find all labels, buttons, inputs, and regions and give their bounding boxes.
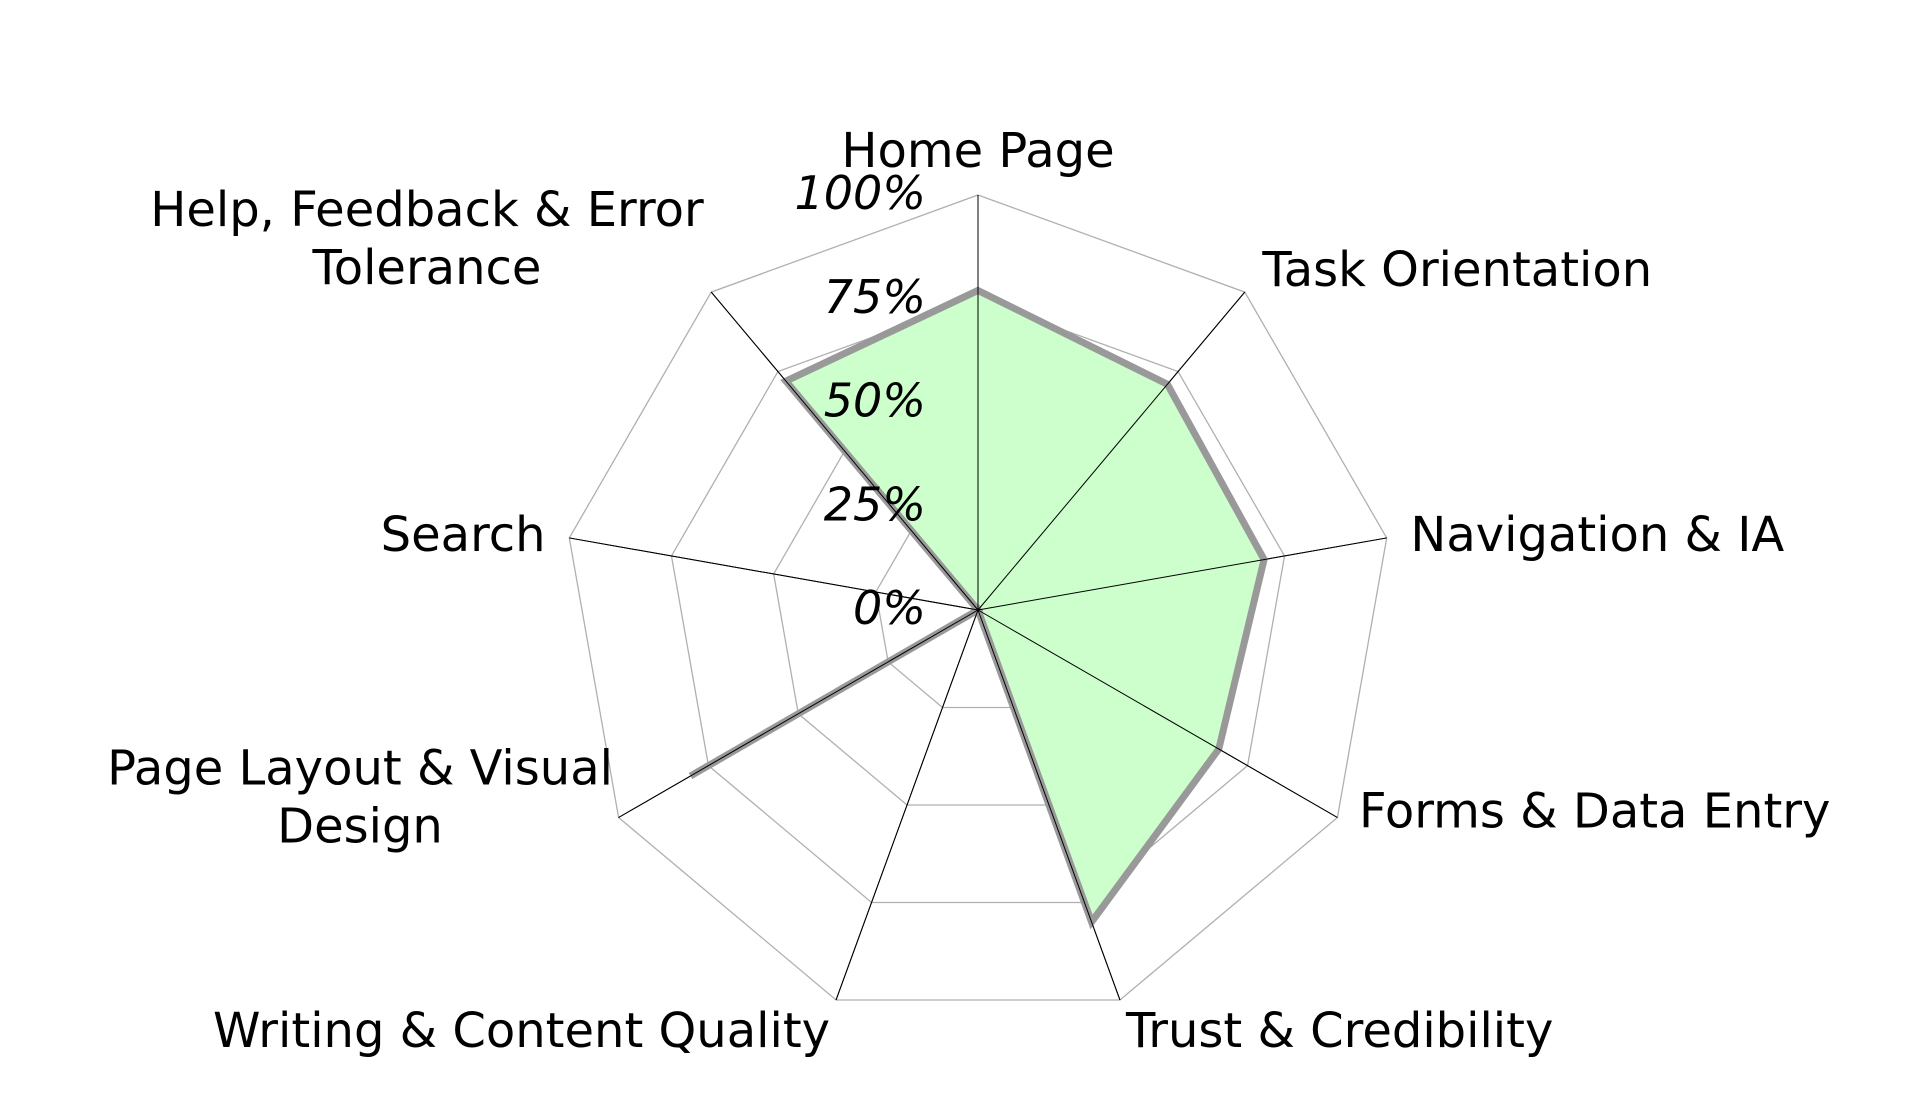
axis-spoke-overlay-6 [618,609,979,818]
category-label-5: Writing & Content Quality [213,1003,830,1059]
category-label-2: Navigation & IA [1410,507,1784,563]
axis-spoke-overlay-7 [569,537,979,611]
category-label-8: Help, Feedback & Error Tolerance [150,182,704,296]
tick-label-100: 100% [794,166,926,220]
axis-spoke-overlay-4 [977,609,1121,1001]
category-label-line: Writing & Content Quality [213,1003,830,1059]
radial-tick-labels: 0% 25% 50% 75% 100% [794,166,926,635]
category-label-line: Page Layout & Visual [107,741,613,797]
axis-spoke-overlay-5 [835,609,979,1001]
tick-label-50: 50% [824,374,926,428]
category-label-line: Forms & Data Entry [1359,784,1830,840]
category-labels: Home Page Task Orientation Navigation & IA… [107,123,1830,1059]
category-label-7: Search [381,507,546,563]
category-label-line: Navigation & IA [1410,507,1784,563]
category-label-line: Home Page [841,123,1114,179]
grid-ring-75 [670,298,1286,904]
axis-spoke-overlay-3 [977,609,1338,818]
category-label-0: Home Page [841,123,1114,179]
axis-spoke-overlay-8 [710,291,979,611]
category-label-line: Help, Feedback & Error [150,182,704,238]
tick-label-0: 0% [853,581,926,635]
axis-spoke-overlay-1 [977,291,1246,611]
tick-label-75: 75% [824,270,926,324]
category-label-4: Trust & Credibility [1125,1003,1553,1059]
category-label-line: Design [277,799,443,855]
category-label-3: Forms & Data Entry [1359,784,1830,840]
category-label-6: Page Layout & Visual Design [107,741,613,855]
tick-label-25: 25% [824,477,926,531]
axis-spoke-overlay-2 [977,537,1387,611]
category-label-line: Tolerance [312,240,542,296]
radar-series [569,195,1387,1001]
category-label-line: Task Orientation [1261,242,1652,298]
category-label-line: Trust & Credibility [1125,1003,1553,1059]
category-label-line: Search [381,507,546,563]
category-label-1: Task Orientation [1261,242,1652,298]
grid-ring-100 [568,194,1388,1001]
